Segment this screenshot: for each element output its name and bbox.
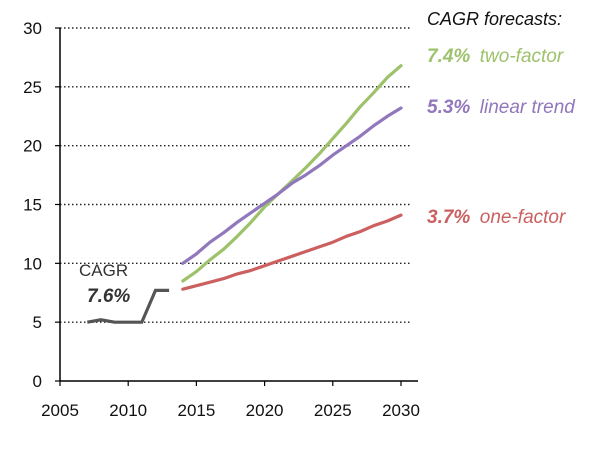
- y-tick-label: 10: [23, 254, 42, 273]
- y-tick-label: 0: [33, 372, 42, 391]
- y-tick-label: 5: [33, 313, 42, 332]
- legend-title: CAGR forecasts:: [427, 9, 562, 29]
- legend-item-linear-trend: 5.3% linear trend: [427, 97, 576, 118]
- historical-cagr-label: CAGR: [79, 261, 128, 280]
- historical-annotation: CAGR 7.6%: [79, 261, 130, 307]
- legend-rate-two-factor: 7.4%: [427, 46, 470, 67]
- legend-rate-linear-trend: 5.3%: [427, 97, 470, 118]
- legend-name-linear-trend: linear trend: [480, 97, 576, 118]
- legend-item-one-factor: 3.7% one-factor: [427, 207, 566, 228]
- series-line-two-factor: [181, 64, 403, 283]
- historical-line: [87, 288, 170, 324]
- x-tick-label: 2020: [246, 401, 284, 420]
- series-lines: [87, 64, 403, 324]
- x-tick-label: 2030: [382, 401, 420, 420]
- legend: CAGR forecasts: 7.4% two-factor 5.3% lin…: [427, 9, 576, 228]
- x-tick-label: 2005: [41, 401, 79, 420]
- y-tick-label: 30: [23, 19, 42, 38]
- y-tick-label: 25: [23, 78, 42, 97]
- y-tick-label: 15: [23, 196, 42, 215]
- legend-name-two-factor: two-factor: [480, 46, 564, 67]
- x-tick-label: 2010: [109, 401, 147, 420]
- series-line-one-factor: [181, 213, 403, 291]
- historical-cagr-rate: 7.6%: [87, 286, 130, 307]
- series-line-linear-trend: [181, 106, 403, 265]
- legend-name-one-factor: one-factor: [480, 207, 566, 228]
- legend-rate-one-factor: 3.7%: [427, 207, 470, 228]
- legend-item-two-factor: 7.4% two-factor: [427, 46, 564, 67]
- y-tick-label: 20: [23, 137, 42, 156]
- x-tick-label: 2015: [177, 401, 215, 420]
- x-tick-label: 2025: [314, 401, 352, 420]
- axes: [55, 27, 418, 386]
